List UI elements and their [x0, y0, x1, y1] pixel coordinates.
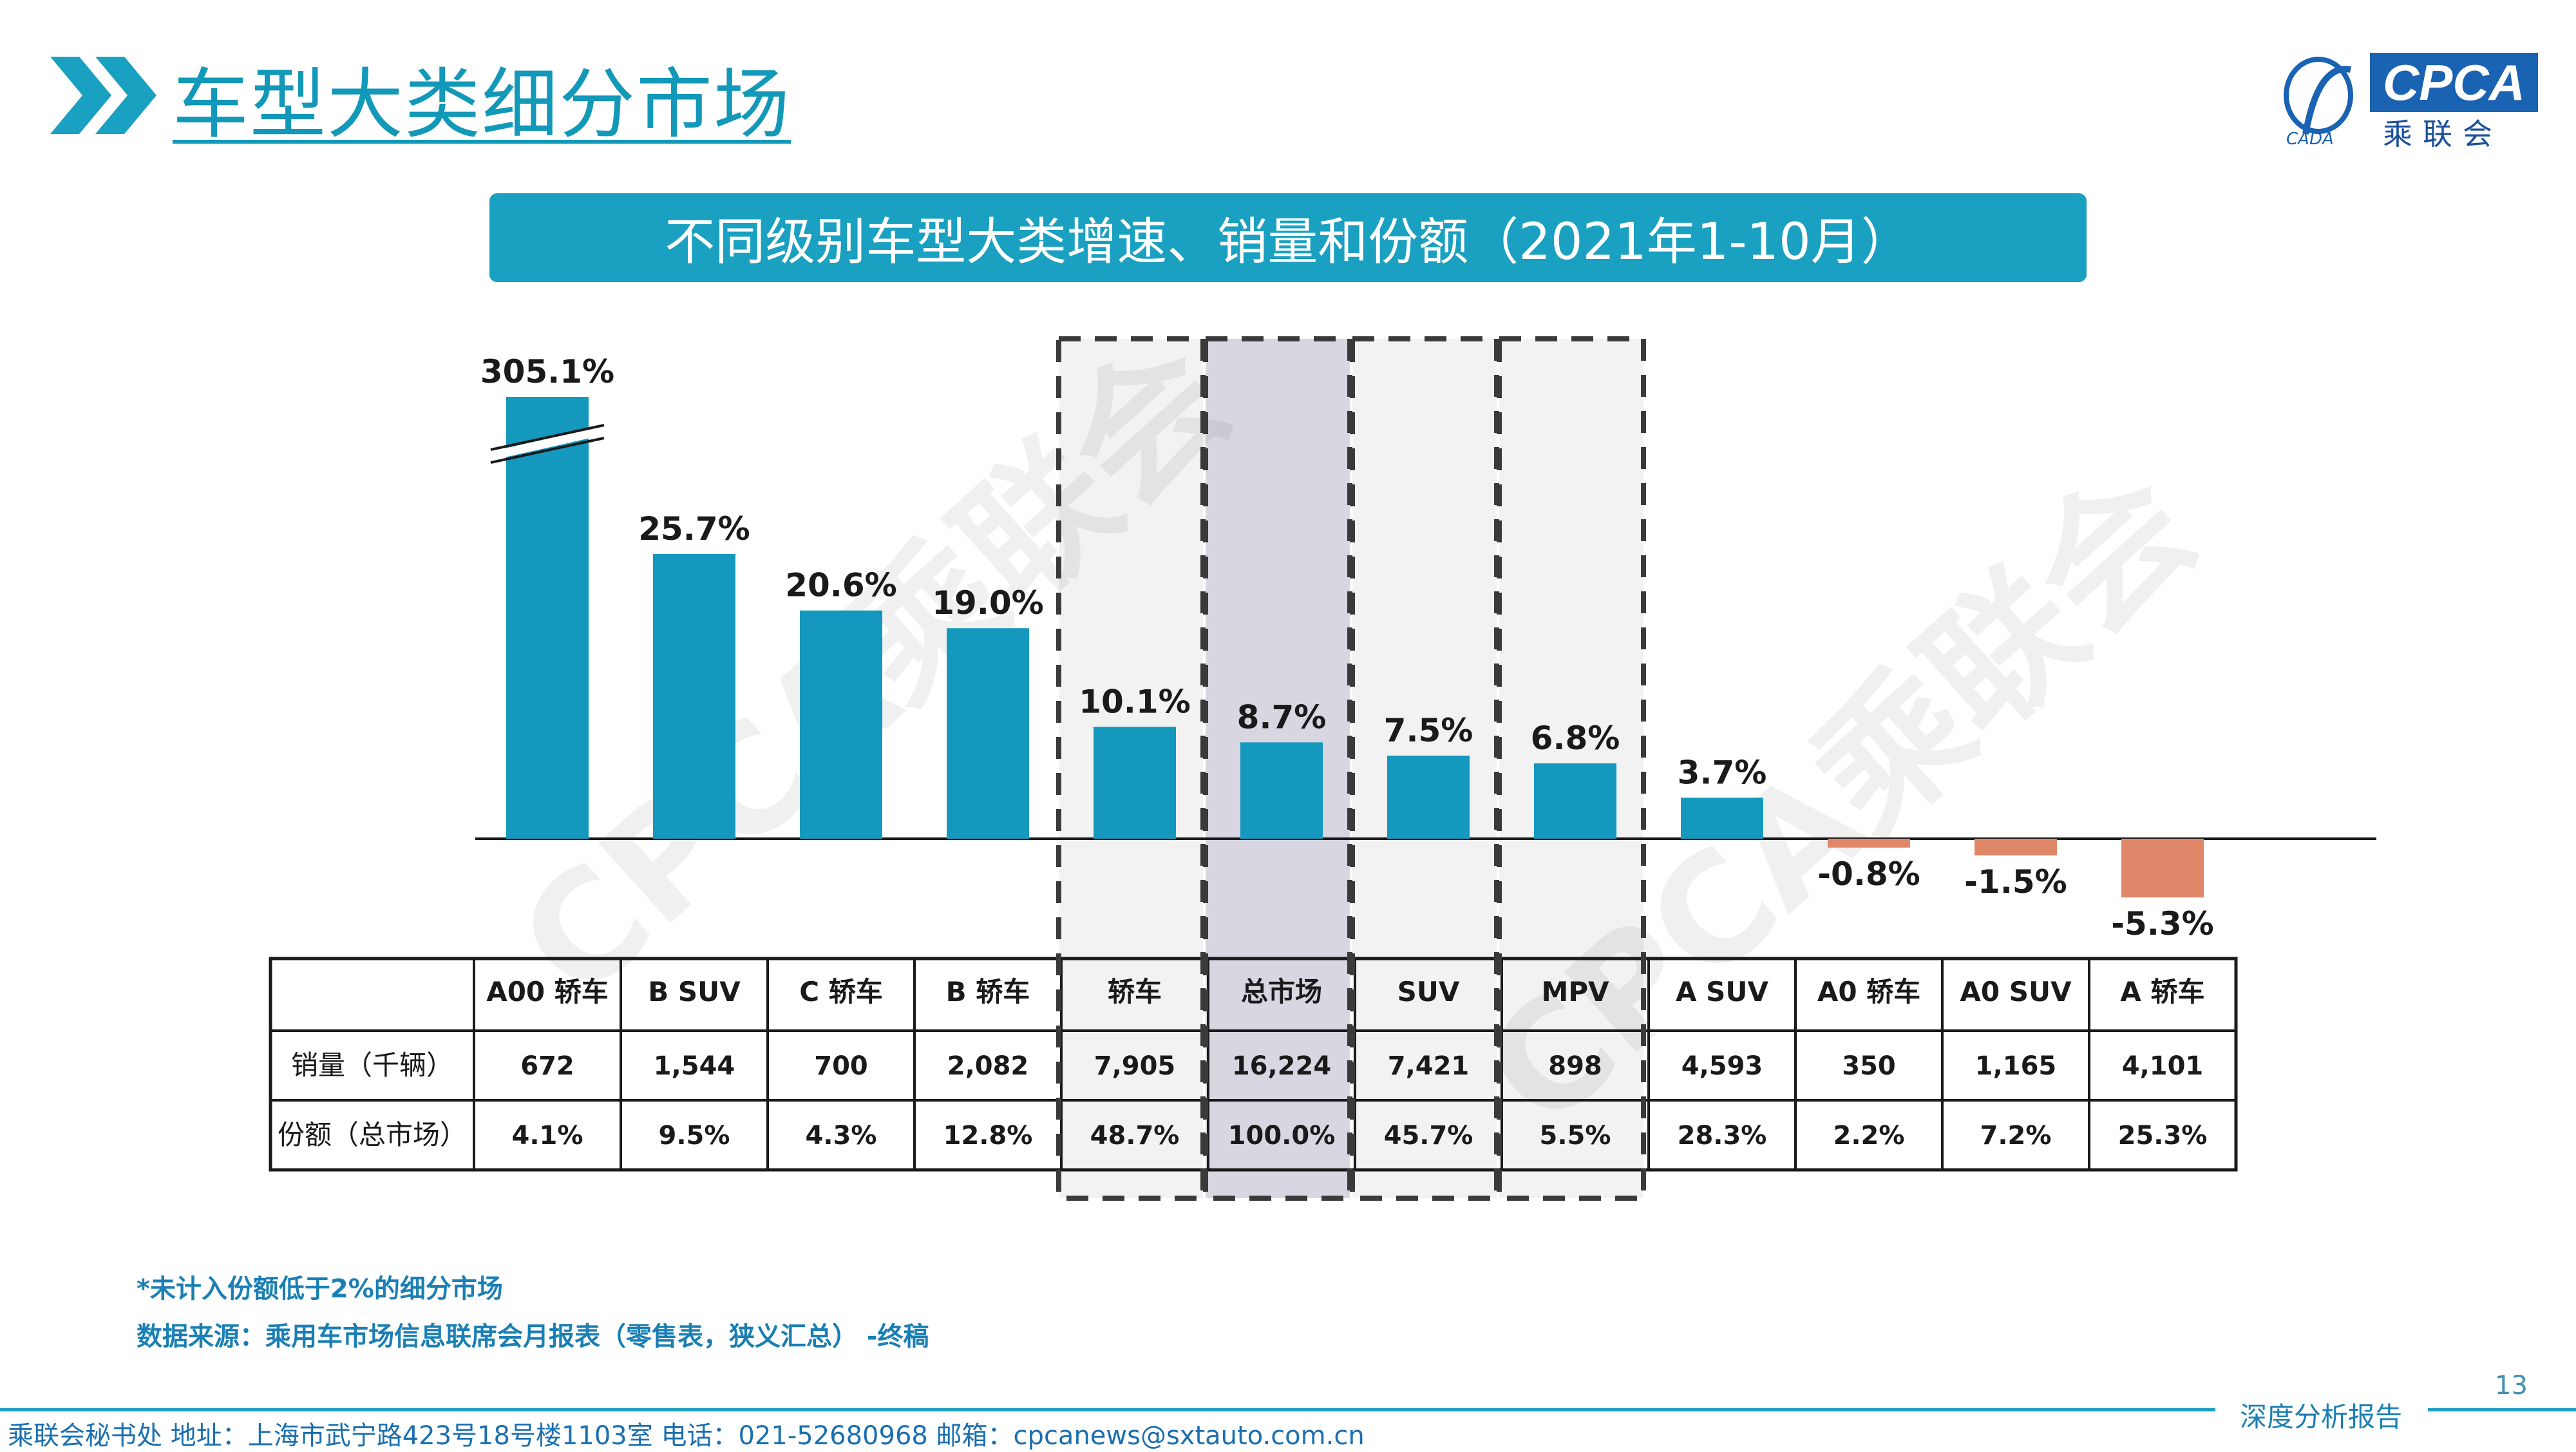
table-row-label-0: 销量（千辆） — [291, 1049, 453, 1081]
table-cell-1-6: 45.7% — [1384, 1121, 1473, 1151]
table-header-0: A00 轿车 — [486, 976, 609, 1008]
table-header-6: SUV — [1397, 976, 1460, 1008]
table-cell-0-1: 1,544 — [654, 1051, 735, 1081]
bar-3 — [947, 628, 1029, 839]
table-cell-0-3: 2,082 — [947, 1051, 1029, 1081]
bar-1 — [653, 553, 735, 839]
logo-name: CPCA — [2370, 53, 2539, 112]
table-cell-1-8: 28.3% — [1678, 1121, 1767, 1151]
footnote: *未计入份额低于2%的细分市场 — [137, 1274, 503, 1304]
table-cell-1-10: 7.2% — [1980, 1121, 2052, 1151]
bar-11 — [2121, 839, 2204, 898]
table-cell-0-0: 672 — [520, 1051, 574, 1081]
data-label-0: 305.1% — [480, 353, 614, 390]
highlight-box-6 — [1350, 336, 1499, 1201]
bar-7 — [1534, 763, 1616, 839]
table-row-label-1: 份额（总市场） — [278, 1119, 467, 1151]
logo-small-text: CADA — [2286, 129, 2334, 147]
logo-subtitle: 乘联会 — [2383, 117, 2503, 151]
highlight-boxes — [1056, 336, 1646, 1201]
bar-2 — [800, 610, 882, 839]
table-cell-0-10: 1,165 — [1975, 1051, 2057, 1081]
data-source: 数据来源：乘用车市场信息联席会月报表（零售表，狭义汇总） -终稿 — [137, 1322, 929, 1352]
data-label-9: -0.8% — [1817, 855, 1920, 893]
axis-break-line — [490, 424, 605, 451]
data-label-10: -1.5% — [1964, 863, 2067, 901]
data-label-7: 6.8% — [1531, 720, 1620, 757]
table-header-7: MPV — [1541, 976, 1609, 1008]
bar-layer: 305.1% 25.7% 20.6% 19.0% 10.1% 8.7% 7.5% 6.8% 3.… — [475, 353, 2376, 942]
bar-4 — [1094, 727, 1176, 839]
highlight-layer — [1059, 339, 1643, 1198]
cpca-logo: CADA — [2284, 57, 2353, 147]
table-cell-1-9: 2.2% — [1833, 1121, 1905, 1151]
data-label-3: 19.0% — [932, 584, 1043, 622]
table-cell-1-7: 5.5% — [1540, 1121, 1611, 1151]
table-cell-0-8: 4,593 — [1681, 1051, 1763, 1081]
table-header-8: A SUV — [1676, 976, 1768, 1008]
bar-10 — [1975, 839, 2057, 855]
data-label-2: 20.6% — [785, 567, 896, 604]
report-label: 深度分析报告 — [2240, 1401, 2403, 1433]
table-cell-1-4: 48.7% — [1090, 1121, 1180, 1151]
axis-break-gap — [493, 426, 601, 460]
bar-9 — [1828, 839, 1910, 848]
table-header-11: A 轿车 — [2120, 976, 2204, 1008]
table-cell-1-0: 4.1% — [512, 1121, 583, 1151]
chevron-arrows-icon — [50, 57, 156, 134]
data-label-1: 25.7% — [638, 510, 750, 548]
data-label-11: -5.3% — [2111, 905, 2213, 942]
table-cell-0-7: 898 — [1548, 1051, 1602, 1081]
table-cell-0-6: 7,421 — [1388, 1051, 1470, 1081]
data-label-5: 8.7% — [1237, 698, 1327, 736]
table-header-3: B 轿车 — [946, 976, 1030, 1008]
table-cell-1-3: 12.8% — [943, 1121, 1033, 1151]
footer-divider — [0, 1408, 2215, 1411]
page-title: 车型大类细分市场 — [173, 60, 791, 149]
highlight-box-7 — [1497, 336, 1646, 1201]
bar-0 — [506, 397, 589, 839]
page-number: 13 — [2495, 1371, 2528, 1400]
bar-5 — [1240, 742, 1323, 839]
data-table: A00 轿车 B SUV C 轿车 B 轿车 轿车 总市场 SUV MPV A SUV A0 轿车… — [269, 957, 2238, 1172]
data-label-8: 3.7% — [1678, 754, 1767, 791]
table-cell-0-9: 350 — [1842, 1051, 1896, 1081]
table-cell-1-5: 100.0% — [1228, 1121, 1336, 1151]
table-cell-0-2: 700 — [814, 1051, 868, 1081]
table-cell-1-2: 4.3% — [806, 1121, 877, 1151]
table-header-5: 总市场 — [1241, 976, 1322, 1008]
data-label-6: 7.5% — [1384, 712, 1473, 749]
footer-divider-right — [2428, 1408, 2576, 1411]
table-cell-1-1: 9.5% — [659, 1121, 730, 1151]
highlight-box-4 — [1056, 336, 1206, 1201]
bar-6 — [1387, 756, 1470, 839]
axis-break-line — [490, 437, 605, 464]
table-header-4: 轿车 — [1108, 976, 1162, 1008]
table-cell-1-11: 25.3% — [2118, 1121, 2208, 1151]
table-header-1: B SUV — [648, 976, 741, 1008]
footer-contact: 乘联会秘书处 地址：上海市武宁路423号18号楼1103室 电话：021-526… — [8, 1421, 1365, 1451]
table-border — [269, 957, 2238, 1172]
table-cell-0-5: 16,224 — [1232, 1051, 1331, 1081]
bar-8 — [1681, 798, 1763, 839]
table-header-2: C 轿车 — [799, 976, 882, 1008]
table-header-9: A0 轿车 — [1817, 976, 1920, 1008]
table-cell-0-4: 7,905 — [1094, 1051, 1176, 1081]
data-label-4: 10.1% — [1079, 683, 1190, 720]
chart-banner-title: 不同级别车型大类增速、销量和份额（2021年1-10月） — [489, 193, 2087, 282]
table-cell-0-11: 4,101 — [2122, 1051, 2204, 1081]
table-header-10: A0 SUV — [1960, 976, 2072, 1008]
highlight-box-5 — [1203, 336, 1352, 1201]
